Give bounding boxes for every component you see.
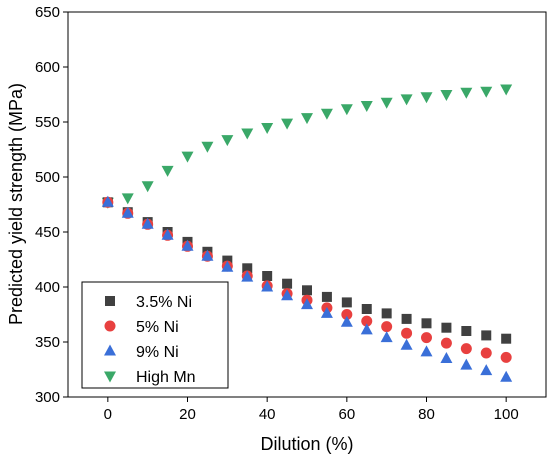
x-tick-label: 20 <box>179 406 196 423</box>
y-tick-label: 300 <box>35 389 60 406</box>
data-point <box>241 270 254 282</box>
y-tick-label: 600 <box>35 59 60 76</box>
data-point <box>301 298 313 310</box>
data-point <box>301 113 313 125</box>
data-point <box>241 128 254 140</box>
legend-marker <box>104 371 116 383</box>
data-point <box>500 370 513 382</box>
y-tick-label: 450 <box>35 224 60 241</box>
data-point <box>480 347 492 359</box>
data-point <box>500 84 513 96</box>
data-point <box>201 249 214 261</box>
data-point <box>121 206 134 218</box>
data-point <box>340 315 353 327</box>
data-point <box>481 330 492 341</box>
data-point <box>121 193 134 205</box>
data-point <box>480 86 493 98</box>
x-tick-label: 40 <box>259 406 276 423</box>
data-point <box>460 343 472 355</box>
data-point <box>161 228 174 240</box>
data-point <box>440 90 453 101</box>
data-point <box>221 260 234 272</box>
data-point <box>161 165 174 177</box>
data-point <box>361 304 372 314</box>
data-point <box>261 280 274 292</box>
data-point <box>321 291 332 302</box>
y-tick-label: 550 <box>35 114 60 131</box>
y-axis: 300 350 400 450 500 550 600 650 <box>35 4 68 406</box>
data-point <box>361 315 373 327</box>
data-point <box>380 331 393 343</box>
legend-label: 5% Ni <box>136 319 179 336</box>
data-point <box>480 364 493 376</box>
x-tick-label: 100 <box>494 406 519 423</box>
x-tick-label: 80 <box>418 406 435 423</box>
legend-label: 3.5% Ni <box>136 294 192 311</box>
data-point <box>320 306 333 318</box>
data-point <box>400 338 413 350</box>
data-points <box>101 84 513 382</box>
data-point <box>261 123 274 134</box>
data-point <box>282 278 293 289</box>
data-point <box>460 87 473 99</box>
y-axis-title: Predicted yield strength (MPa) <box>6 83 26 325</box>
data-point <box>380 97 393 109</box>
series-triangle-up <box>101 195 513 382</box>
data-point <box>460 358 473 370</box>
x-tick-label: 60 <box>338 406 355 423</box>
data-point <box>101 195 114 207</box>
data-point <box>262 271 273 281</box>
y-tick-label: 650 <box>35 4 60 21</box>
series-triangle-down <box>101 84 513 209</box>
data-point <box>381 308 392 319</box>
legend-label: High Mn <box>136 369 196 386</box>
data-point <box>420 345 433 357</box>
data-point <box>381 321 393 333</box>
y-tick-label: 400 <box>35 279 60 296</box>
data-point <box>181 239 194 251</box>
data-point <box>341 297 352 308</box>
x-axis-title: Dilution (%) <box>260 434 353 454</box>
data-point <box>360 101 373 112</box>
data-point <box>400 94 413 106</box>
data-point <box>141 217 154 229</box>
data-point <box>302 285 312 296</box>
data-point <box>242 263 253 274</box>
plot-frame <box>67 11 547 398</box>
data-point <box>440 352 453 363</box>
x-tick-label: 0 <box>104 406 112 423</box>
data-point <box>360 323 373 335</box>
data-point <box>320 108 333 120</box>
data-point <box>441 322 452 333</box>
data-point <box>421 332 432 344</box>
x-axis: 0 20 40 60 80 100 <box>104 397 519 423</box>
data-point <box>341 309 353 320</box>
data-point <box>181 151 194 163</box>
legend-marker <box>104 320 116 332</box>
data-point <box>401 313 412 324</box>
data-point <box>501 333 512 344</box>
y-tick-label: 350 <box>35 334 60 351</box>
data-point <box>281 118 294 130</box>
data-point <box>281 289 294 301</box>
data-point <box>401 327 413 339</box>
legend-marker <box>104 344 116 356</box>
data-point <box>221 135 234 147</box>
data-point <box>461 326 472 336</box>
legend: 3.5% Ni 5% Ni 9% Ni High Mn <box>81 281 229 389</box>
data-point <box>440 337 452 349</box>
data-point <box>340 104 353 116</box>
legend-marker <box>105 296 115 306</box>
data-point <box>141 181 154 193</box>
data-point <box>421 318 432 329</box>
legend-label: 9% Ni <box>136 344 179 361</box>
y-tick-label: 500 <box>35 169 60 186</box>
data-point <box>201 141 214 153</box>
data-point <box>420 92 433 104</box>
data-point <box>500 351 512 363</box>
